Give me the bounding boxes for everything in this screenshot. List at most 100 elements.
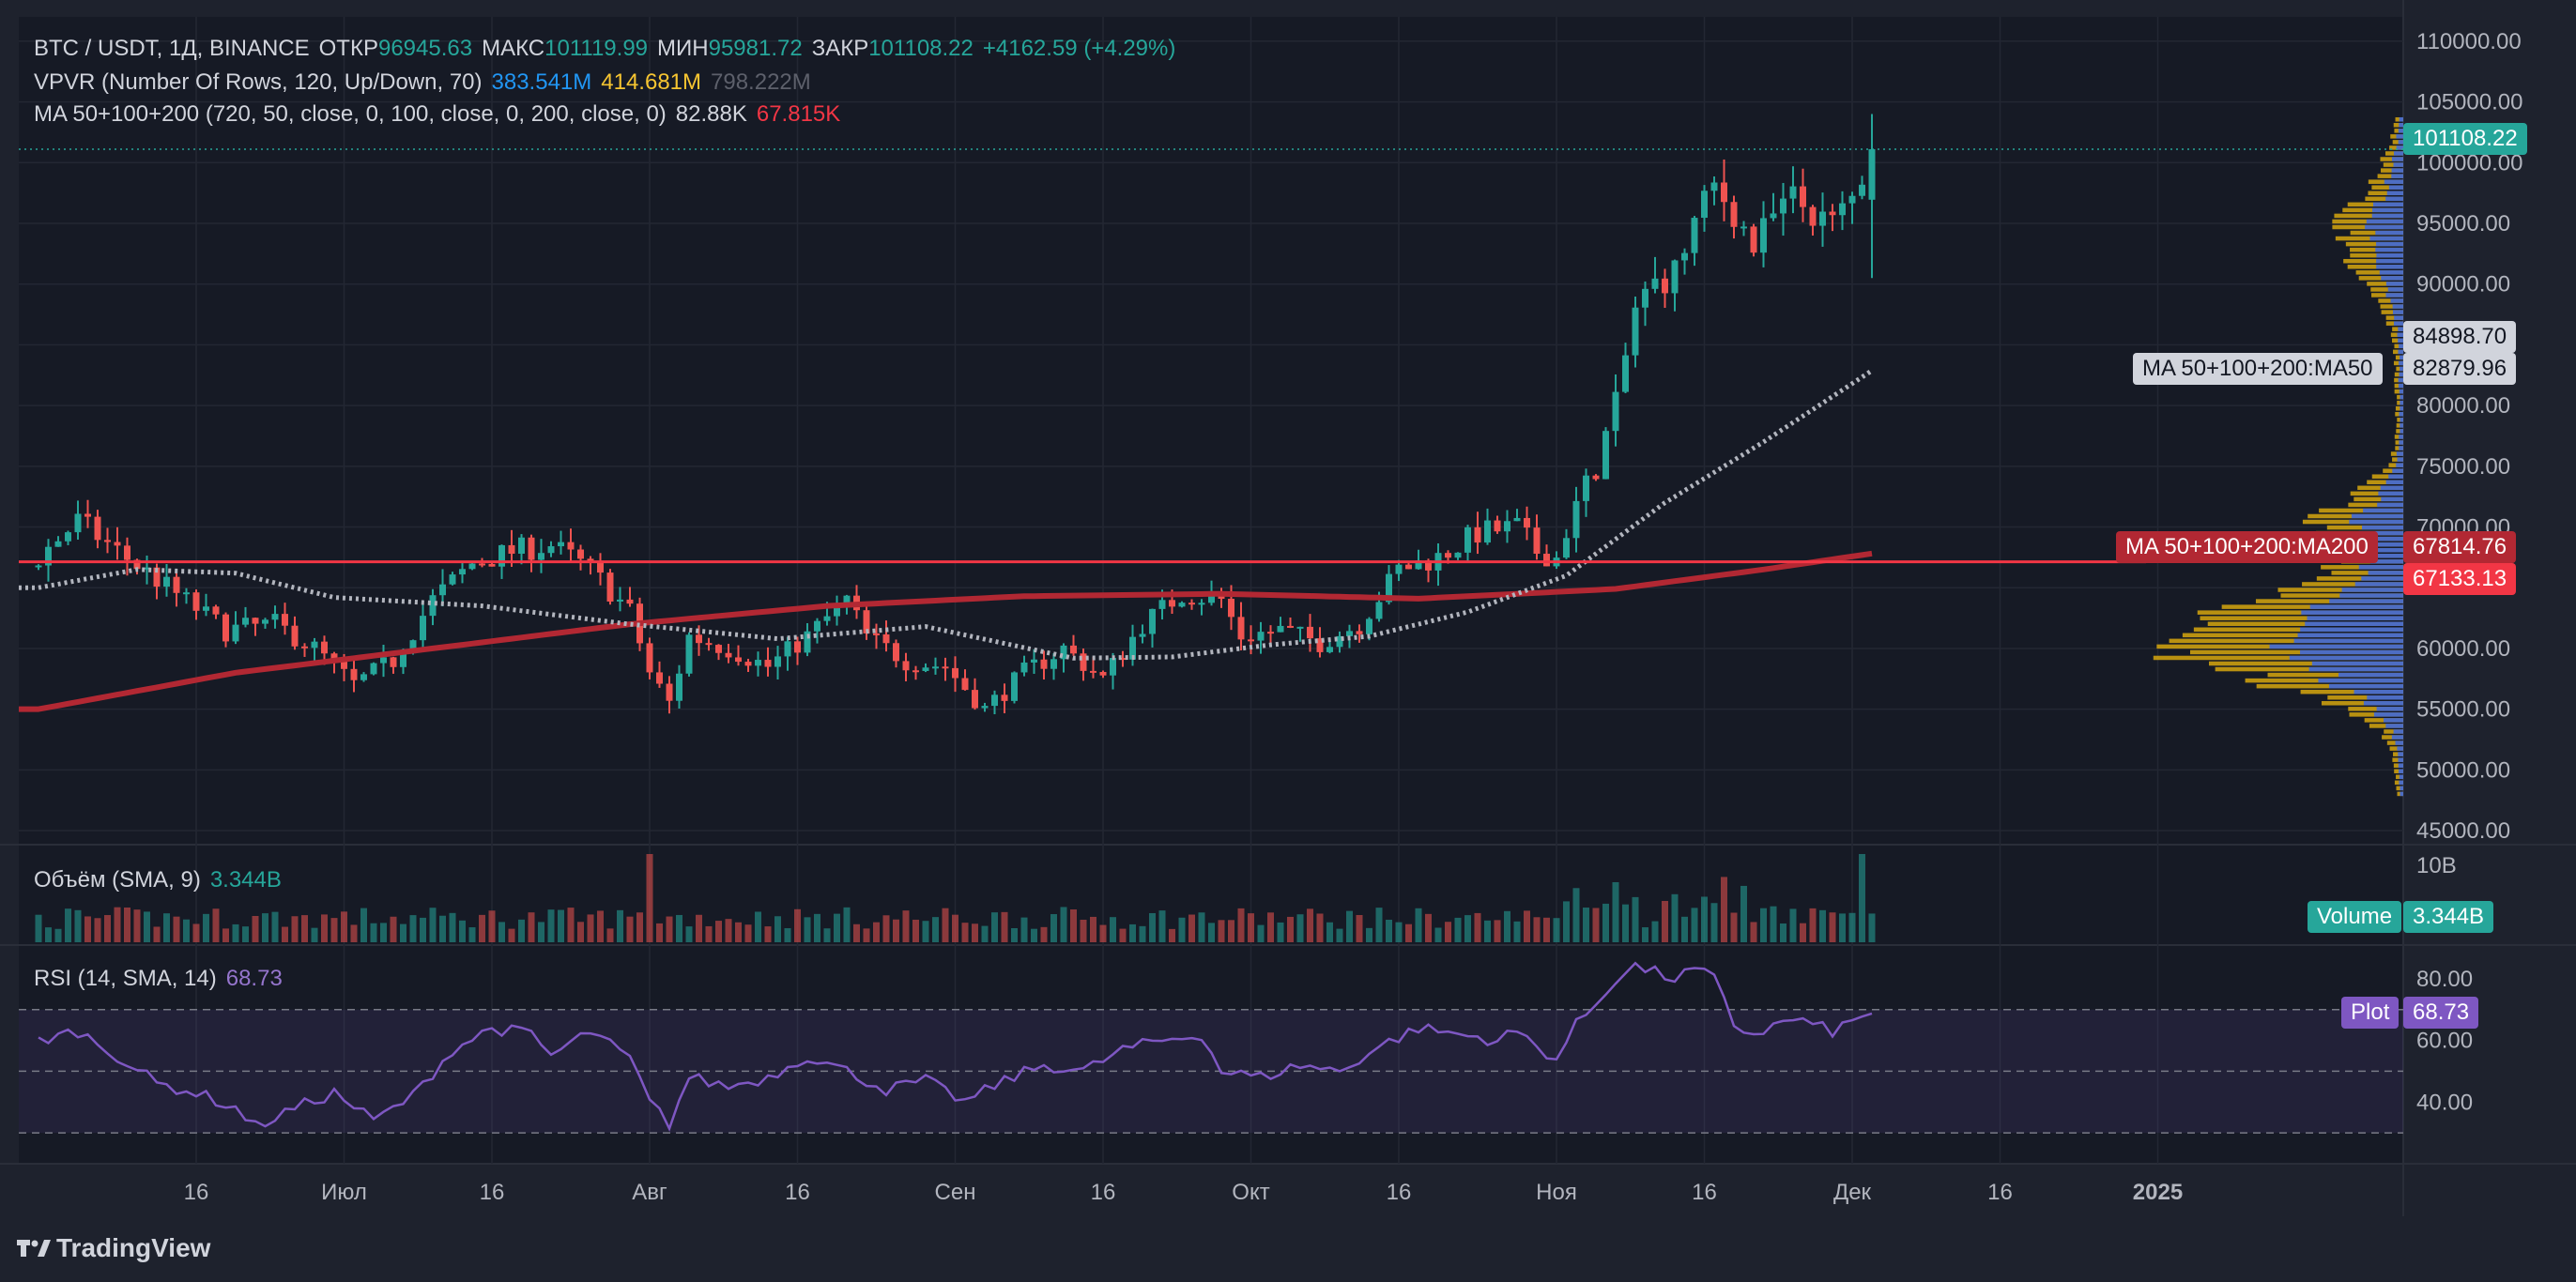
candle-body: [1257, 632, 1265, 641]
candle-body: [1740, 226, 1747, 229]
volume-bar: [400, 923, 406, 942]
volume-bar: [725, 919, 732, 942]
volume-profile-row-up: [2328, 683, 2403, 689]
candle-body: [1001, 694, 1008, 701]
volume-bar: [1829, 912, 1836, 942]
volume-name-label: Volume: [2308, 901, 2402, 933]
volume-bar: [192, 923, 200, 942]
volume-bar: [676, 914, 682, 942]
volume-bar: [646, 854, 653, 942]
volume-bar: [114, 907, 121, 942]
tradingview-logo[interactable]: TradingView: [17, 1233, 210, 1263]
volume-profile-row-up: [2387, 287, 2403, 292]
candle-body: [252, 618, 259, 624]
volume-bar: [636, 912, 643, 942]
volume-profile-row-up: [2367, 694, 2403, 700]
volume-bar: [380, 923, 387, 942]
volume-bar: [1415, 908, 1422, 942]
vpvr-total: 798.222M: [711, 69, 811, 95]
volume-bar: [1090, 916, 1096, 942]
candle-body: [626, 599, 634, 604]
candle-body: [774, 656, 781, 667]
volume-profile-row-down: [2392, 140, 2403, 145]
vpvr-label[interactable]: VPVR (Number Of Rows, 120, Up/Down, 70): [34, 69, 483, 95]
volume-bar: [1651, 921, 1659, 942]
time-tick-label: Дек: [1833, 1180, 1872, 1205]
volume-bar: [1602, 903, 1609, 942]
candle-body: [1326, 647, 1333, 652]
candle-body: [696, 634, 702, 644]
candle-body: [1248, 639, 1254, 642]
volume-profile-row-up: [2381, 496, 2403, 502]
volume-profile-row-up: [2381, 276, 2403, 281]
candle-body: [439, 584, 446, 596]
candle-body: [577, 549, 584, 559]
volume-bar: [755, 911, 761, 942]
volume-bar: [1296, 914, 1304, 942]
volume-bar: [1356, 914, 1363, 942]
volume-bar: [961, 923, 969, 942]
volume-bar: [262, 913, 268, 942]
volume-bar: [834, 913, 840, 942]
volume-profile-row-down: [2394, 389, 2403, 394]
axes: 45000.0050000.0055000.0060000.0065000.00…: [184, 29, 2523, 1205]
rsi-label[interactable]: RSI (14, SMA, 14): [34, 966, 217, 991]
volume-label[interactable]: Объём (SMA, 9): [34, 867, 201, 893]
volume-bar: [1405, 923, 1412, 942]
volume-bar: [1622, 904, 1629, 942]
volume-profile-row-up: [2391, 735, 2403, 740]
close-value: 101108.22: [868, 36, 974, 61]
candle-body: [981, 706, 989, 709]
volume-profile-row-down: [2386, 740, 2403, 745]
price-tick-label: 105000.00: [2416, 90, 2522, 115]
volume-profile-row-down: [2302, 582, 2403, 587]
grid: [0, 0, 2576, 1216]
volume-profile-row-up: [2391, 157, 2403, 161]
volume-profile-row-up: [2372, 202, 2403, 207]
candle-body: [1228, 599, 1234, 618]
candle-body: [1789, 186, 1797, 199]
volume-legend: Объём (SMA, 9) 3.344B: [34, 867, 291, 893]
candle-body: [1099, 672, 1107, 676]
candle-body: [232, 624, 239, 642]
volume-bar: [311, 927, 318, 942]
candle-body: [1208, 594, 1215, 603]
candle-body: [784, 641, 791, 657]
candle-body: [1602, 431, 1609, 480]
price-tick-label: 50000.00: [2416, 757, 2510, 783]
volume-bar: [656, 923, 663, 942]
candle-body: [942, 666, 949, 669]
volume-tick-label: 10B: [2416, 853, 2457, 878]
high-label: МАКС: [482, 36, 545, 61]
volume-bars: [35, 854, 1876, 942]
candle-body: [1366, 618, 1372, 634]
volume-bar: [794, 908, 801, 942]
candle-body: [163, 576, 170, 588]
candle-body: [1080, 653, 1087, 671]
time-tick-label: Июл: [321, 1180, 367, 1205]
candle-body: [144, 567, 150, 570]
symbol-title[interactable]: BTC / USDT, 1Д, BINANCE: [34, 36, 310, 61]
volume-bar: [232, 923, 239, 942]
volume-profile-row-up: [2305, 621, 2403, 626]
candle-body: [1307, 626, 1313, 639]
ma-label[interactable]: MA 50+100+200 (720, 50, close, 0, 100, c…: [34, 101, 667, 127]
candle-body: [1158, 600, 1166, 609]
volume-profile-row-up: [2375, 247, 2403, 252]
candle-body: [1386, 573, 1392, 603]
volume-bar: [843, 907, 851, 942]
candle-body: [65, 532, 71, 542]
brand-name: TradingView: [56, 1233, 211, 1262]
vpvr-legend: VPVR (Number Of Rows, 120, Up/Down, 70) 3…: [34, 69, 820, 96]
volume-bar: [1553, 918, 1560, 942]
volume-bar: [390, 916, 397, 942]
volume-profile-row-up: [2300, 627, 2403, 633]
ma200-line: [19, 550, 1873, 712]
price-tick-label: 80000.00: [2416, 393, 2510, 419]
volume-profile-row-down: [2392, 757, 2403, 762]
candle-body: [390, 657, 397, 667]
candle-body: [1277, 625, 1284, 633]
volume-bar: [991, 912, 998, 942]
volume-profile-row-down: [2395, 405, 2403, 411]
